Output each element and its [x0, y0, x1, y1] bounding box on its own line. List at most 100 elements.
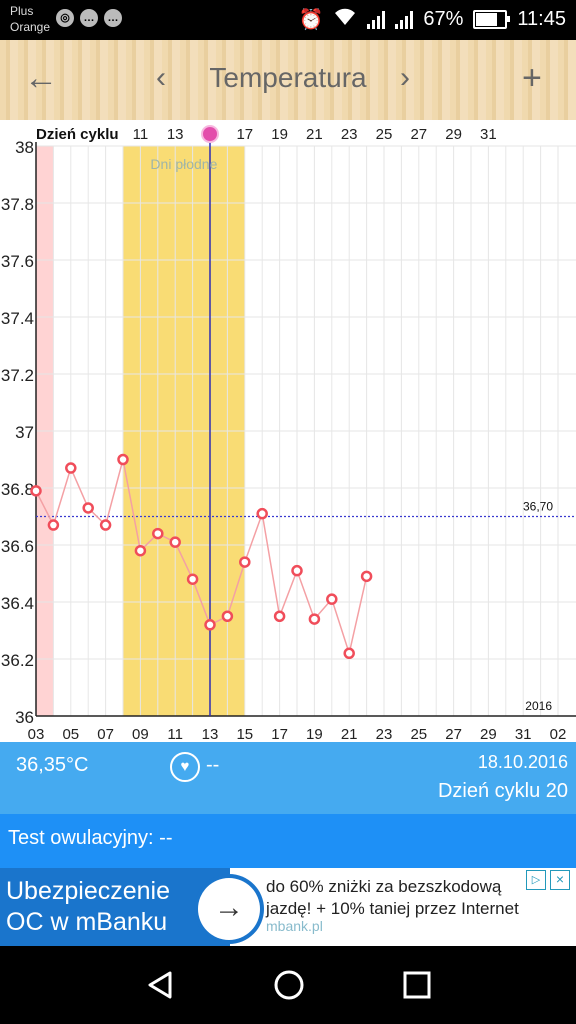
x-tick-label: 23 — [376, 726, 393, 742]
temperature-point — [134, 544, 147, 557]
temperature-point — [186, 573, 199, 585]
y-tick-label: 37.8 — [1, 195, 34, 214]
ad-info-icon[interactable]: ▷ — [526, 870, 546, 890]
ad-banner[interactable]: Ubezpieczenie OC w mBanku → do 60% zniżk… — [0, 868, 576, 946]
temperature-point — [273, 610, 286, 622]
cycle-tick-label: 21 — [306, 126, 323, 143]
chevron-right-icon[interactable]: › — [400, 61, 410, 94]
x-tick-label: 29 — [480, 726, 497, 742]
y-tick-label: 37.6 — [1, 252, 34, 271]
x-tick-label: 27 — [445, 726, 462, 742]
page-title: Temperatura — [209, 62, 367, 93]
x-tick-label: 17 — [271, 726, 288, 742]
hotspot-icon: ◎ — [56, 9, 74, 27]
plus-icon[interactable]: + — [522, 59, 542, 97]
chart-svg[interactable]: 36 36.2 36.4 36.6 36.8 37 37.2 37.4 37.6 37.8 38 03… — [0, 120, 576, 743]
message-icon: … — [80, 9, 98, 27]
temperature-point — [204, 619, 216, 631]
temperature-point — [239, 556, 251, 568]
temperature-point — [169, 536, 181, 548]
ad-text: do 60% zniżki za bezszkodową jazdę! + 10… — [266, 877, 519, 918]
y-tick-label: 36.8 — [1, 480, 34, 499]
selected-temperature: 36,35°C — [16, 754, 89, 776]
coverline-label: 36,70 — [523, 500, 553, 514]
y-tick-label: 36.4 — [1, 594, 34, 613]
temperature-point — [291, 564, 303, 577]
temperature-point — [65, 462, 77, 474]
temperature-chart[interactable]: 36 36.2 36.4 36.6 36.8 37 37.2 37.4 37.6 37.8 38 03… — [0, 120, 576, 743]
cycle-tick-label: 17 — [236, 126, 253, 143]
ovulation-test-label: Test owulacyjny: -- — [8, 827, 173, 849]
x-tick-label: 07 — [97, 726, 114, 742]
chevron-left-icon[interactable]: ‹ — [156, 61, 166, 94]
temperature-point — [326, 593, 338, 605]
y-tick-label: 38 — [15, 138, 34, 157]
selected-day-info: 36,35°C ♥ -- 18.10.2016 Dzień cyklu 20 — [0, 742, 576, 814]
temperature-point — [343, 647, 355, 660]
ad-domain: mbank.pl — [266, 918, 323, 934]
ovulation-test-row[interactable]: Test owulacyjny: -- — [0, 814, 576, 868]
x-tick-label: 02 — [550, 726, 567, 742]
cycle-tick-label: 29 — [445, 126, 462, 143]
wifi-icon — [333, 6, 357, 32]
ovulation-marker-icon — [201, 125, 219, 143]
x-tick-label: 05 — [62, 726, 79, 742]
cycle-label: Dzień cyklu — [36, 126, 119, 143]
y-tick-label: 36 — [15, 708, 34, 727]
year-label: 2016 — [525, 699, 552, 713]
x-tick-label: 19 — [306, 726, 323, 742]
battery-percent: 67% — [423, 7, 464, 30]
cycle-tick-label: 23 — [341, 126, 358, 143]
temperature-point — [82, 502, 94, 514]
y-tick-label: 37.4 — [1, 309, 34, 328]
back-icon[interactable] — [144, 968, 178, 1002]
temperature-point — [308, 613, 321, 625]
signal-icon-2 — [395, 9, 414, 29]
status-bar: Plus Orange ◎ … … ⏰ 67% 11:45 — [0, 0, 576, 40]
cycle-tick-label: 25 — [376, 126, 393, 143]
x-tick-label: 09 — [132, 726, 149, 742]
x-tick-label: 21 — [341, 726, 358, 742]
selected-cycle-day: Dzień cyklu 20 — [437, 780, 568, 802]
cycle-tick-label: 11 — [133, 126, 149, 143]
arrow-right-icon[interactable]: → — [198, 878, 260, 940]
x-tick-label: 15 — [236, 726, 253, 742]
x-tick-label: 31 — [515, 726, 532, 742]
ad-close-icon[interactable]: × — [550, 870, 570, 890]
cycle-tick-label: 19 — [271, 126, 288, 143]
y-tick-label: 37 — [15, 423, 34, 442]
ad-title: Ubezpieczenie OC w mBanku — [0, 868, 230, 946]
chat-icon: … — [104, 9, 122, 27]
clock: 11:45 — [517, 7, 566, 30]
toolbar: ← ‹ Temperatura › + — [0, 40, 576, 120]
carrier-name: Plus Orange — [10, 4, 51, 34]
cycle-tick-label: 13 — [167, 126, 184, 143]
notification-icons: ◎ … … — [56, 9, 122, 27]
temperature-point — [221, 610, 234, 622]
temperature-point — [256, 507, 268, 520]
status-right: ⏰ 67% 11:45 — [298, 6, 566, 32]
arrow-left-icon[interactable]: ← — [24, 59, 58, 97]
home-icon[interactable] — [272, 968, 306, 1002]
x-tick-label: 13 — [202, 726, 219, 742]
recent-apps-icon[interactable] — [400, 968, 434, 1002]
battery-icon — [473, 9, 511, 29]
temperature-point — [152, 527, 164, 540]
alarm-icon: ⏰ — [298, 8, 324, 31]
y-tick-label: 36.2 — [1, 651, 34, 670]
temperature-point — [47, 519, 60, 531]
heart-icon[interactable]: ♥ — [170, 752, 200, 782]
cycle-tick-label: 31 — [480, 126, 497, 143]
temperature-point — [360, 570, 373, 583]
fertile-label: Dni płodne — [150, 156, 217, 172]
signal-icon — [367, 9, 386, 29]
nav-bar — [0, 946, 576, 1024]
note-value: -- — [206, 754, 220, 776]
temperature-point — [99, 519, 112, 531]
temperature-point — [117, 453, 129, 466]
temperature-point — [30, 485, 42, 497]
x-tick-label: 25 — [410, 726, 427, 742]
x-tick-label: 03 — [28, 726, 45, 742]
y-tick-label: 36.6 — [1, 537, 34, 556]
selected-date: 18.10.2016 — [477, 752, 568, 772]
